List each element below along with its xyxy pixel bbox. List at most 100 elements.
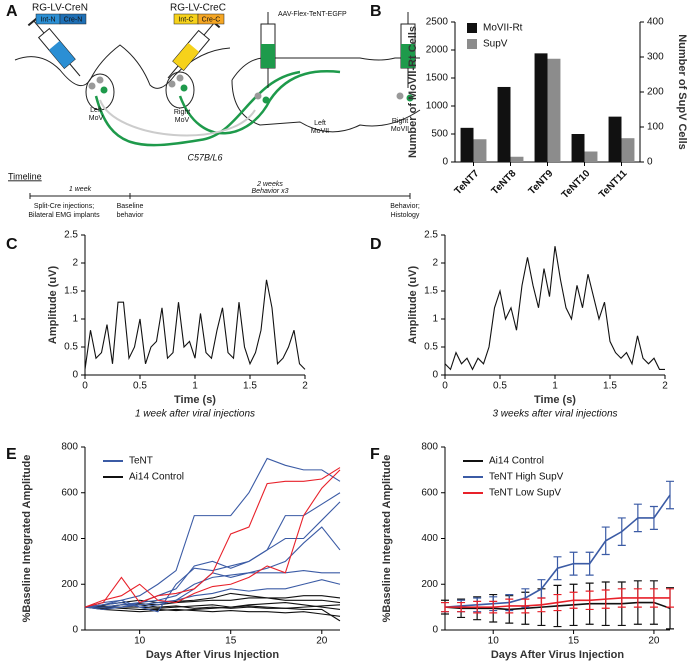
axis-label: Days After Virus Injection (146, 649, 280, 661)
x-tick-label: 0 (442, 381, 448, 392)
cell (100, 86, 108, 94)
construct-label: Cre-N (64, 16, 83, 23)
timeline-title: Timeline (8, 171, 42, 181)
panel-label: D (370, 236, 382, 253)
legend-label: Ai14 Control (489, 456, 544, 467)
x-tick-label: 15 (225, 636, 237, 647)
line (84, 467, 341, 608)
cell (180, 84, 188, 92)
bar (608, 116, 622, 162)
error-bar (601, 589, 610, 609)
y-tick-label: 800 (61, 442, 78, 453)
x-tick-label: 0.5 (133, 381, 147, 392)
legend-swatch (467, 23, 477, 33)
cell (396, 92, 404, 100)
line (84, 606, 341, 617)
y-tick-label: 1.5 (424, 286, 438, 297)
panel-label: A (6, 3, 18, 20)
caption: 1 week after viral injections (135, 409, 255, 420)
error-bar (633, 588, 642, 608)
y-tick-label: 1.5 (64, 286, 78, 297)
caption: 3 weeks after viral injections (492, 409, 617, 420)
y-tick-label: 300 (647, 52, 664, 63)
line (444, 246, 665, 371)
x-tick-label: 0 (82, 381, 88, 392)
error-bar (553, 556, 562, 581)
x-tick-label: TeNT10 (560, 168, 593, 201)
construct-box (59, 13, 87, 25)
region-label: MoVII (311, 128, 329, 135)
y-tick-label: 800 (421, 442, 438, 453)
timeline-event: Baseline (117, 203, 144, 210)
legend-label: TeNT Low SupV (489, 488, 561, 499)
error-bar (521, 598, 530, 614)
y-tick-label: 100 (647, 122, 664, 133)
region-label: MoV (89, 115, 104, 122)
x-tick-label: 10 (488, 636, 500, 647)
error-bar (617, 517, 626, 546)
line (84, 457, 341, 608)
timeline-event: Split-Cre injections; (34, 203, 94, 210)
brain-outline (14, 44, 231, 89)
error-bar (457, 601, 466, 613)
bar (460, 127, 474, 162)
syringe (27, 15, 81, 77)
timeline-event: Bilateral EMG implants (28, 212, 100, 219)
y-tick-label: 600 (61, 487, 78, 498)
y-tick-label: 0.5 (424, 342, 438, 353)
x-tick-label: 10 (134, 636, 146, 647)
y-tick-label: 600 (421, 487, 438, 498)
legend-label: SupV (483, 39, 508, 50)
virus-label: RG-LV-CreN (32, 3, 88, 14)
x-tick-label: 20 (648, 636, 660, 647)
line (84, 492, 341, 613)
axis-label: %Baseline Integrated Amplitude (21, 455, 33, 623)
panel-label: E (6, 446, 17, 463)
timeline-period: Behavior x3 (252, 188, 289, 195)
error-bar (569, 551, 578, 576)
y-tick-label: 400 (421, 533, 438, 544)
error-bar (633, 503, 642, 533)
x-tick-label: TeNT7 (453, 168, 482, 197)
y-tick-label: 0 (647, 157, 653, 168)
error-bar (569, 591, 578, 609)
legend-label: MoVII-Rt (483, 23, 523, 34)
timeline-period: 1 week (69, 186, 92, 193)
cell (88, 82, 96, 90)
y-tick-label: 400 (61, 533, 78, 544)
diagram: RG-LV-CreN Int-N Cre-N RG-LV-CreC Int-C … (8, 3, 421, 219)
error-bar (473, 600, 482, 614)
error-bar (617, 588, 626, 608)
bar (473, 139, 487, 162)
x-tick-label: 20 (316, 636, 328, 647)
axis-label: Time (s) (534, 394, 576, 406)
bar (621, 138, 635, 162)
error-bar (666, 480, 674, 510)
axis-label: Amplitude (uV) (47, 266, 59, 345)
syringe (167, 17, 221, 79)
x-tick-label: TeNT11 (597, 168, 630, 201)
timeline-event: behavior (117, 212, 145, 219)
x-tick-label: 1 (192, 381, 198, 392)
x-tick-label: 15 (568, 636, 580, 647)
construct-label: Cre-C (202, 16, 221, 23)
line (84, 579, 341, 610)
y-tick-label: 0 (432, 625, 438, 636)
axis-label: Time (s) (174, 394, 216, 406)
timeline-event: Histology (391, 212, 420, 219)
x-tick-label: 2 (302, 381, 308, 392)
error-bar (585, 590, 594, 611)
cell (406, 94, 414, 102)
region-label: Right (392, 118, 408, 125)
panel-label: B (370, 3, 382, 20)
y-tick-label: 200 (647, 87, 664, 98)
error-bar (601, 526, 610, 556)
line (85, 501, 341, 608)
region-label: MoV (175, 117, 190, 124)
x-tick-label: 1.5 (603, 381, 617, 392)
bar (534, 53, 548, 162)
x-tick-label: TeNT9 (527, 168, 556, 197)
region-label: Right (174, 109, 190, 116)
bar (547, 58, 561, 162)
bar (510, 156, 524, 162)
